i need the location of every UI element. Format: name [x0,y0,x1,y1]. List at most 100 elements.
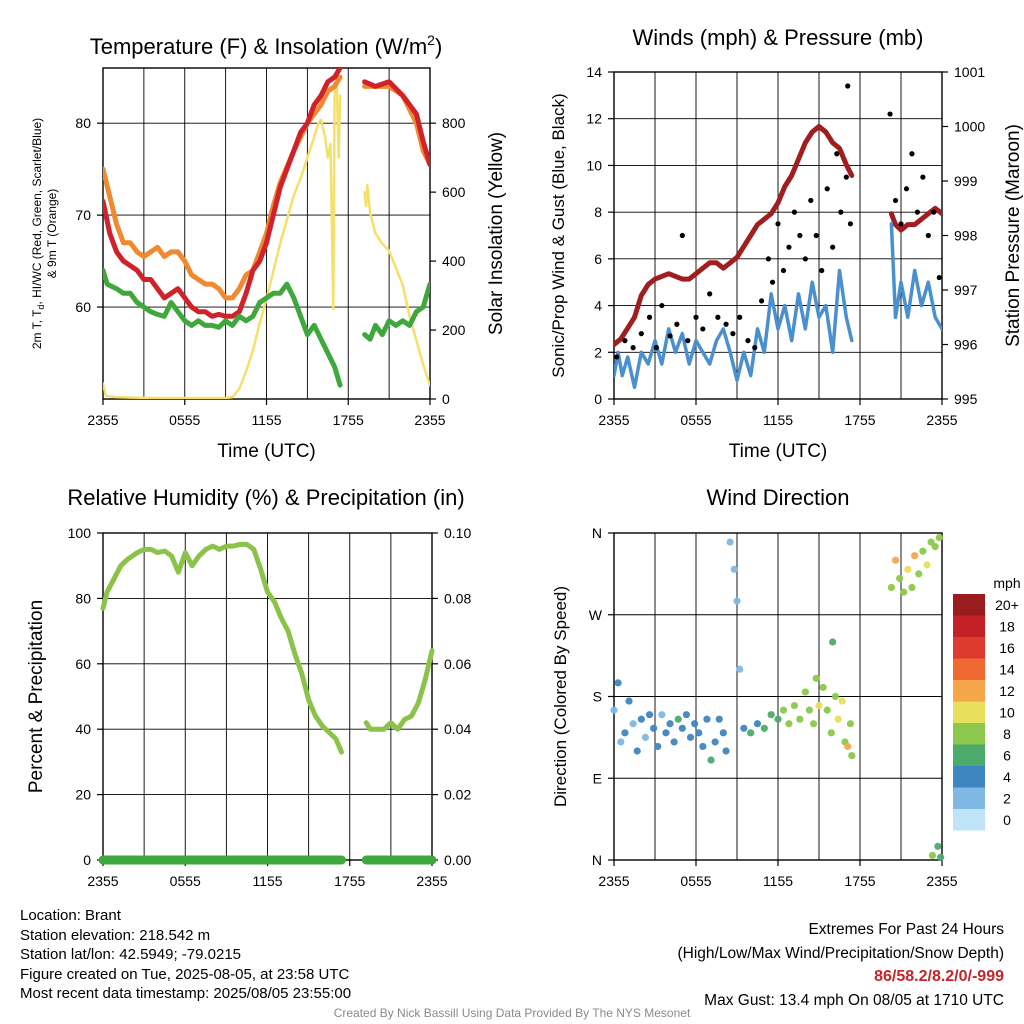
direction-point [801,688,809,696]
temp-ylabel-sub: d [36,305,46,310]
direction-point [796,715,804,723]
wind-gust-point [887,111,893,117]
direction-point [682,711,691,719]
temp-series-td [103,267,430,388]
direction-point [838,697,846,705]
wind-gust-point [693,314,699,320]
direction-point [760,724,768,732]
wind-y2tick-label: 995 [954,391,978,407]
direction-point [670,738,678,746]
colorbar-unit: mph [993,575,1020,591]
wind-gust-point [622,338,628,344]
direction-point [812,674,820,682]
colorbar-label: 20+ [995,597,1019,613]
direction-point [625,697,633,705]
colorbar-swatch [953,723,985,745]
colorbar-label: 18 [999,619,1015,635]
direction-point [703,715,711,723]
rh-ytick-label: 40 [75,721,91,737]
wind-gust-point [752,345,758,351]
wind-gust-point [780,267,787,274]
wind-ytick-label: 10 [586,157,602,173]
direction-point [831,692,840,701]
rh-ytick-label: 20 [75,787,91,803]
temp-ylabel-part: 2m T, T [30,309,44,349]
extremes-heading: Extremes For Past 24 Hours [808,921,1004,938]
wind-gust-point [797,232,803,239]
direction-point [617,738,625,746]
rh-ytick-label: 100 [68,525,92,541]
wind-y2tick-label: 1001 [954,64,985,80]
wind-gust-point [638,331,644,337]
temp-ylabel-line2: & 9m T (Orange) [45,189,59,279]
direction-point [827,729,835,737]
dir-ytick-label: E [593,770,602,786]
direction-point [645,711,654,719]
colorbar-swatch [953,658,985,680]
wind-ytick-label: 4 [594,298,602,314]
dir-ytick-label: N [592,852,602,868]
direction-point [767,711,775,719]
direction-point [658,711,666,719]
wind-y2tick-label: 998 [954,228,978,244]
direction-point [662,729,670,737]
direction-point [674,715,682,723]
wind-gust-point [653,345,659,351]
rh-chart-title: Relative Humidity (%) & Precipitation (i… [67,485,464,510]
direction-point [753,720,762,728]
rh-xtick-label: 0555 [170,873,201,889]
dir-xtick-label: 1755 [844,873,875,889]
temp-xtick-label: 1755 [333,412,364,428]
wind-xtick-label: 2355 [598,412,629,428]
wind-series-sonic [614,222,942,390]
direction-point [722,747,730,755]
direction-point [695,729,703,737]
wind-gust-point [824,186,830,192]
rh-y2tick-label: 0.00 [444,852,471,868]
colorbar-swatch [953,594,985,616]
colorbar-swatch [953,744,985,766]
wind-gust-point [685,338,691,344]
colorbar-swatch [953,787,985,809]
direction-point [747,729,755,737]
direction-point [908,583,916,592]
direction-point [805,706,814,714]
direction-point [699,742,707,751]
direction-point [650,724,658,732]
direction-point [730,565,738,573]
wind-xtick-label: 1155 [763,412,793,428]
wind-xtick-label: 2355 [926,412,957,428]
direction-point [719,729,727,737]
wind-gust-point [786,244,792,250]
temp-y2tick-label: 400 [442,253,466,269]
temp-y2tick-label: 800 [442,115,466,131]
wind-xtick-label: 0555 [680,412,711,428]
temp-ytick-label: 80 [75,115,91,131]
colorbar-swatch [953,615,985,637]
direction-point [785,720,793,728]
colorbar-swatch [953,766,985,788]
wind-y2label: Station Pressure (Maroon) [1003,124,1024,347]
dir-ylabel: Direction (Colored By Speed) [551,586,570,807]
wind-ylabel: Sonic/Prop Wind & Gust (Blue, Black) [549,93,568,377]
wind-ytick-label: 0 [594,391,602,407]
direction-point [733,597,741,605]
direction-point [923,561,931,569]
wind-gust-point [674,321,680,327]
max-gust: Max Gust: 13.4 mph On 08/05 at 1710 UTC [704,991,1004,1009]
direction-point [931,543,939,551]
colorbar-label: 8 [1003,726,1011,742]
wind-ytick-label: 2 [594,344,602,360]
rh-ylabel: Percent & Precipitation [26,600,47,793]
wind-gust-point [936,274,942,281]
extremes-subheading: (High/Low/Max Wind/Precipitation/Snow De… [677,944,1005,962]
wind-gust-point [659,302,665,309]
wind-gust-point [667,333,673,339]
direction-point [919,547,927,555]
direction-point [900,588,908,596]
direction-point [834,715,842,723]
extremes-values: 86/58.2/8.2/0/-999 [874,968,1004,985]
direction-point [740,724,748,732]
temp-xtick-label: 2355 [414,412,445,428]
rh-xtick-label: 2355 [416,873,447,889]
